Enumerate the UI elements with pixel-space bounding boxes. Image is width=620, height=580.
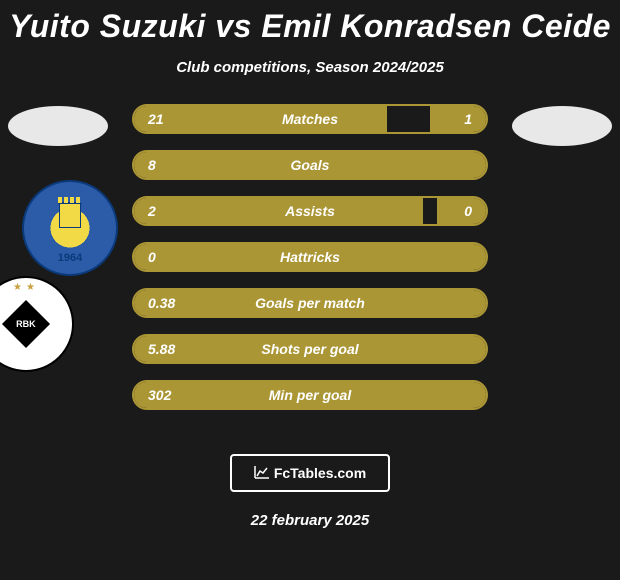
stat-value-left: 0: [148, 249, 156, 265]
stat-label: Goals per match: [255, 295, 365, 311]
rosenborg-diamond-icon: RBK: [2, 300, 50, 348]
comparison-subtitle: Club competitions, Season 2024/2025: [0, 59, 620, 76]
stat-value-left: 0.38: [148, 295, 175, 311]
stat-row: 302 Min per goal: [132, 380, 488, 410]
stat-label: Min per goal: [269, 387, 351, 403]
stat-value-left: 21: [148, 111, 164, 127]
stat-value-left: 302: [148, 387, 171, 403]
stat-value-left: 5.88: [148, 341, 175, 357]
comparison-date: 22 february 2025: [0, 512, 620, 529]
stat-fill-left: [134, 198, 423, 224]
stat-value-left: 2: [148, 203, 156, 219]
stat-row: 21 1 Matches: [132, 104, 488, 134]
stats-area: ★★ RBK 21 1 Matches 8 Goals 2 0 Assists 0 Hattric…: [0, 104, 620, 434]
stat-label: Matches: [282, 111, 338, 127]
comparison-title: Yuito Suzuki vs Emil Konradsen Ceide: [0, 0, 620, 45]
stat-fill-right: [437, 198, 486, 224]
club-badge-right: ★★ RBK: [0, 276, 74, 372]
stat-row: 0.38 Goals per match: [132, 288, 488, 318]
stat-row: 5.88 Shots per goal: [132, 334, 488, 364]
stat-value-left: 8: [148, 157, 156, 173]
stat-row: 0 Hattricks: [132, 242, 488, 272]
stat-fill-left: [134, 106, 387, 132]
logo-text: FcTables.com: [274, 465, 366, 481]
rosenborg-text: RBK: [16, 319, 36, 329]
stat-label: Assists: [285, 203, 335, 219]
stat-value-right: 1: [464, 111, 472, 127]
stat-fill-right: [430, 106, 486, 132]
brondby-tower-icon: [59, 202, 81, 228]
chart-icon: [254, 465, 270, 482]
stat-bars-container: 21 1 Matches 8 Goals 2 0 Assists 0 Hattricks 0.38 G…: [132, 104, 488, 410]
stat-value-right: 0: [464, 203, 472, 219]
player-silhouette-right: [512, 106, 612, 146]
stat-label: Goals: [291, 157, 330, 173]
stat-label: Hattricks: [280, 249, 340, 265]
stat-row: 2 0 Assists: [132, 196, 488, 226]
stat-row: 8 Goals: [132, 150, 488, 180]
player-silhouette-left: [8, 106, 108, 146]
fctables-logo[interactable]: FcTables.com: [230, 454, 390, 492]
club-badge-left: [22, 180, 118, 276]
stat-label: Shots per goal: [261, 341, 358, 357]
